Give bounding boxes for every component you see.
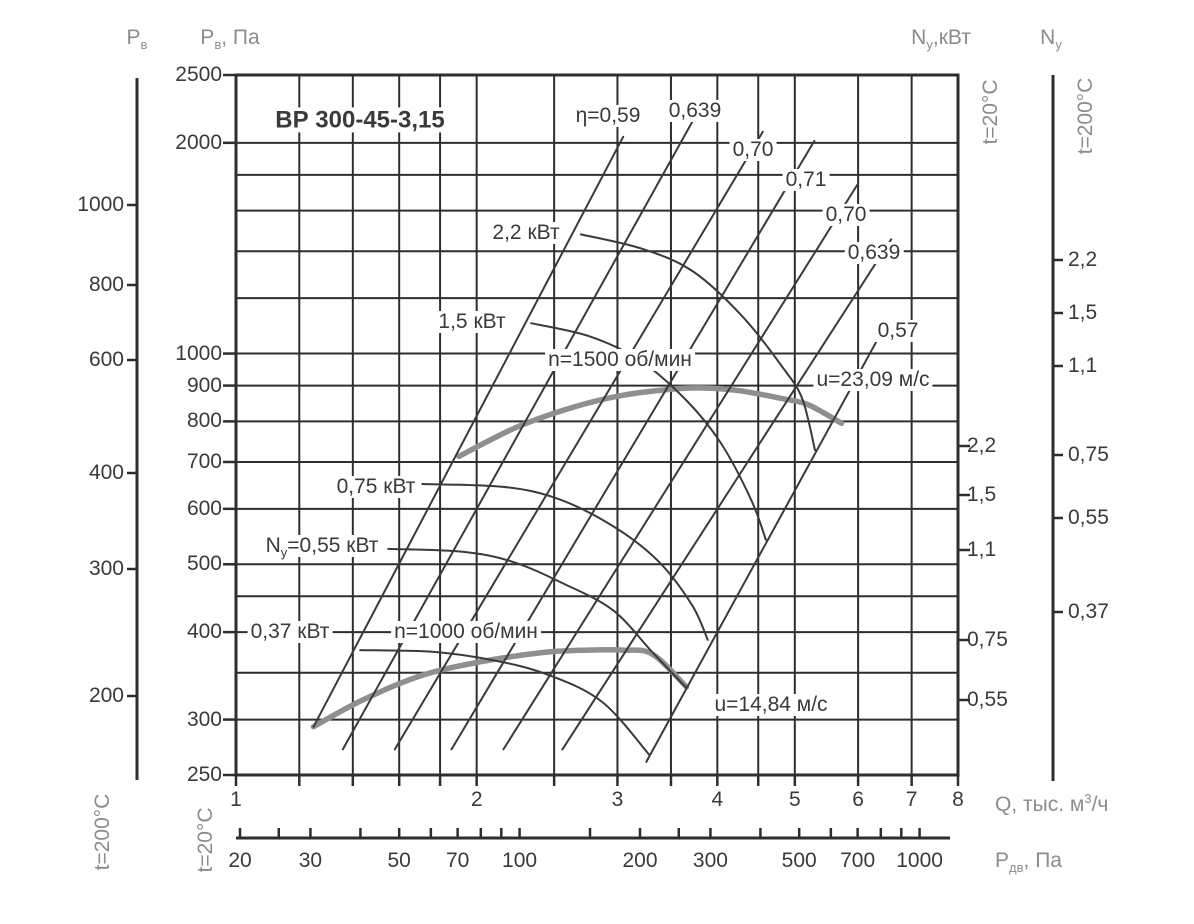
efficiency-line bbox=[561, 238, 893, 751]
power-curve bbox=[421, 483, 709, 641]
power-curve bbox=[530, 322, 767, 541]
efficiency-line bbox=[341, 119, 695, 751]
speed-curve bbox=[456, 385, 845, 460]
efficiency-line bbox=[450, 139, 816, 751]
plot-border bbox=[234, 73, 960, 777]
speed-curve bbox=[310, 646, 690, 730]
efficiency-line bbox=[645, 338, 879, 763]
efficiency-line bbox=[502, 183, 859, 751]
power-curve bbox=[387, 547, 687, 688]
power-curve bbox=[579, 233, 816, 452]
efficiency-line bbox=[312, 135, 625, 728]
power-curve bbox=[359, 649, 651, 756]
efficiency-line bbox=[393, 130, 764, 751]
